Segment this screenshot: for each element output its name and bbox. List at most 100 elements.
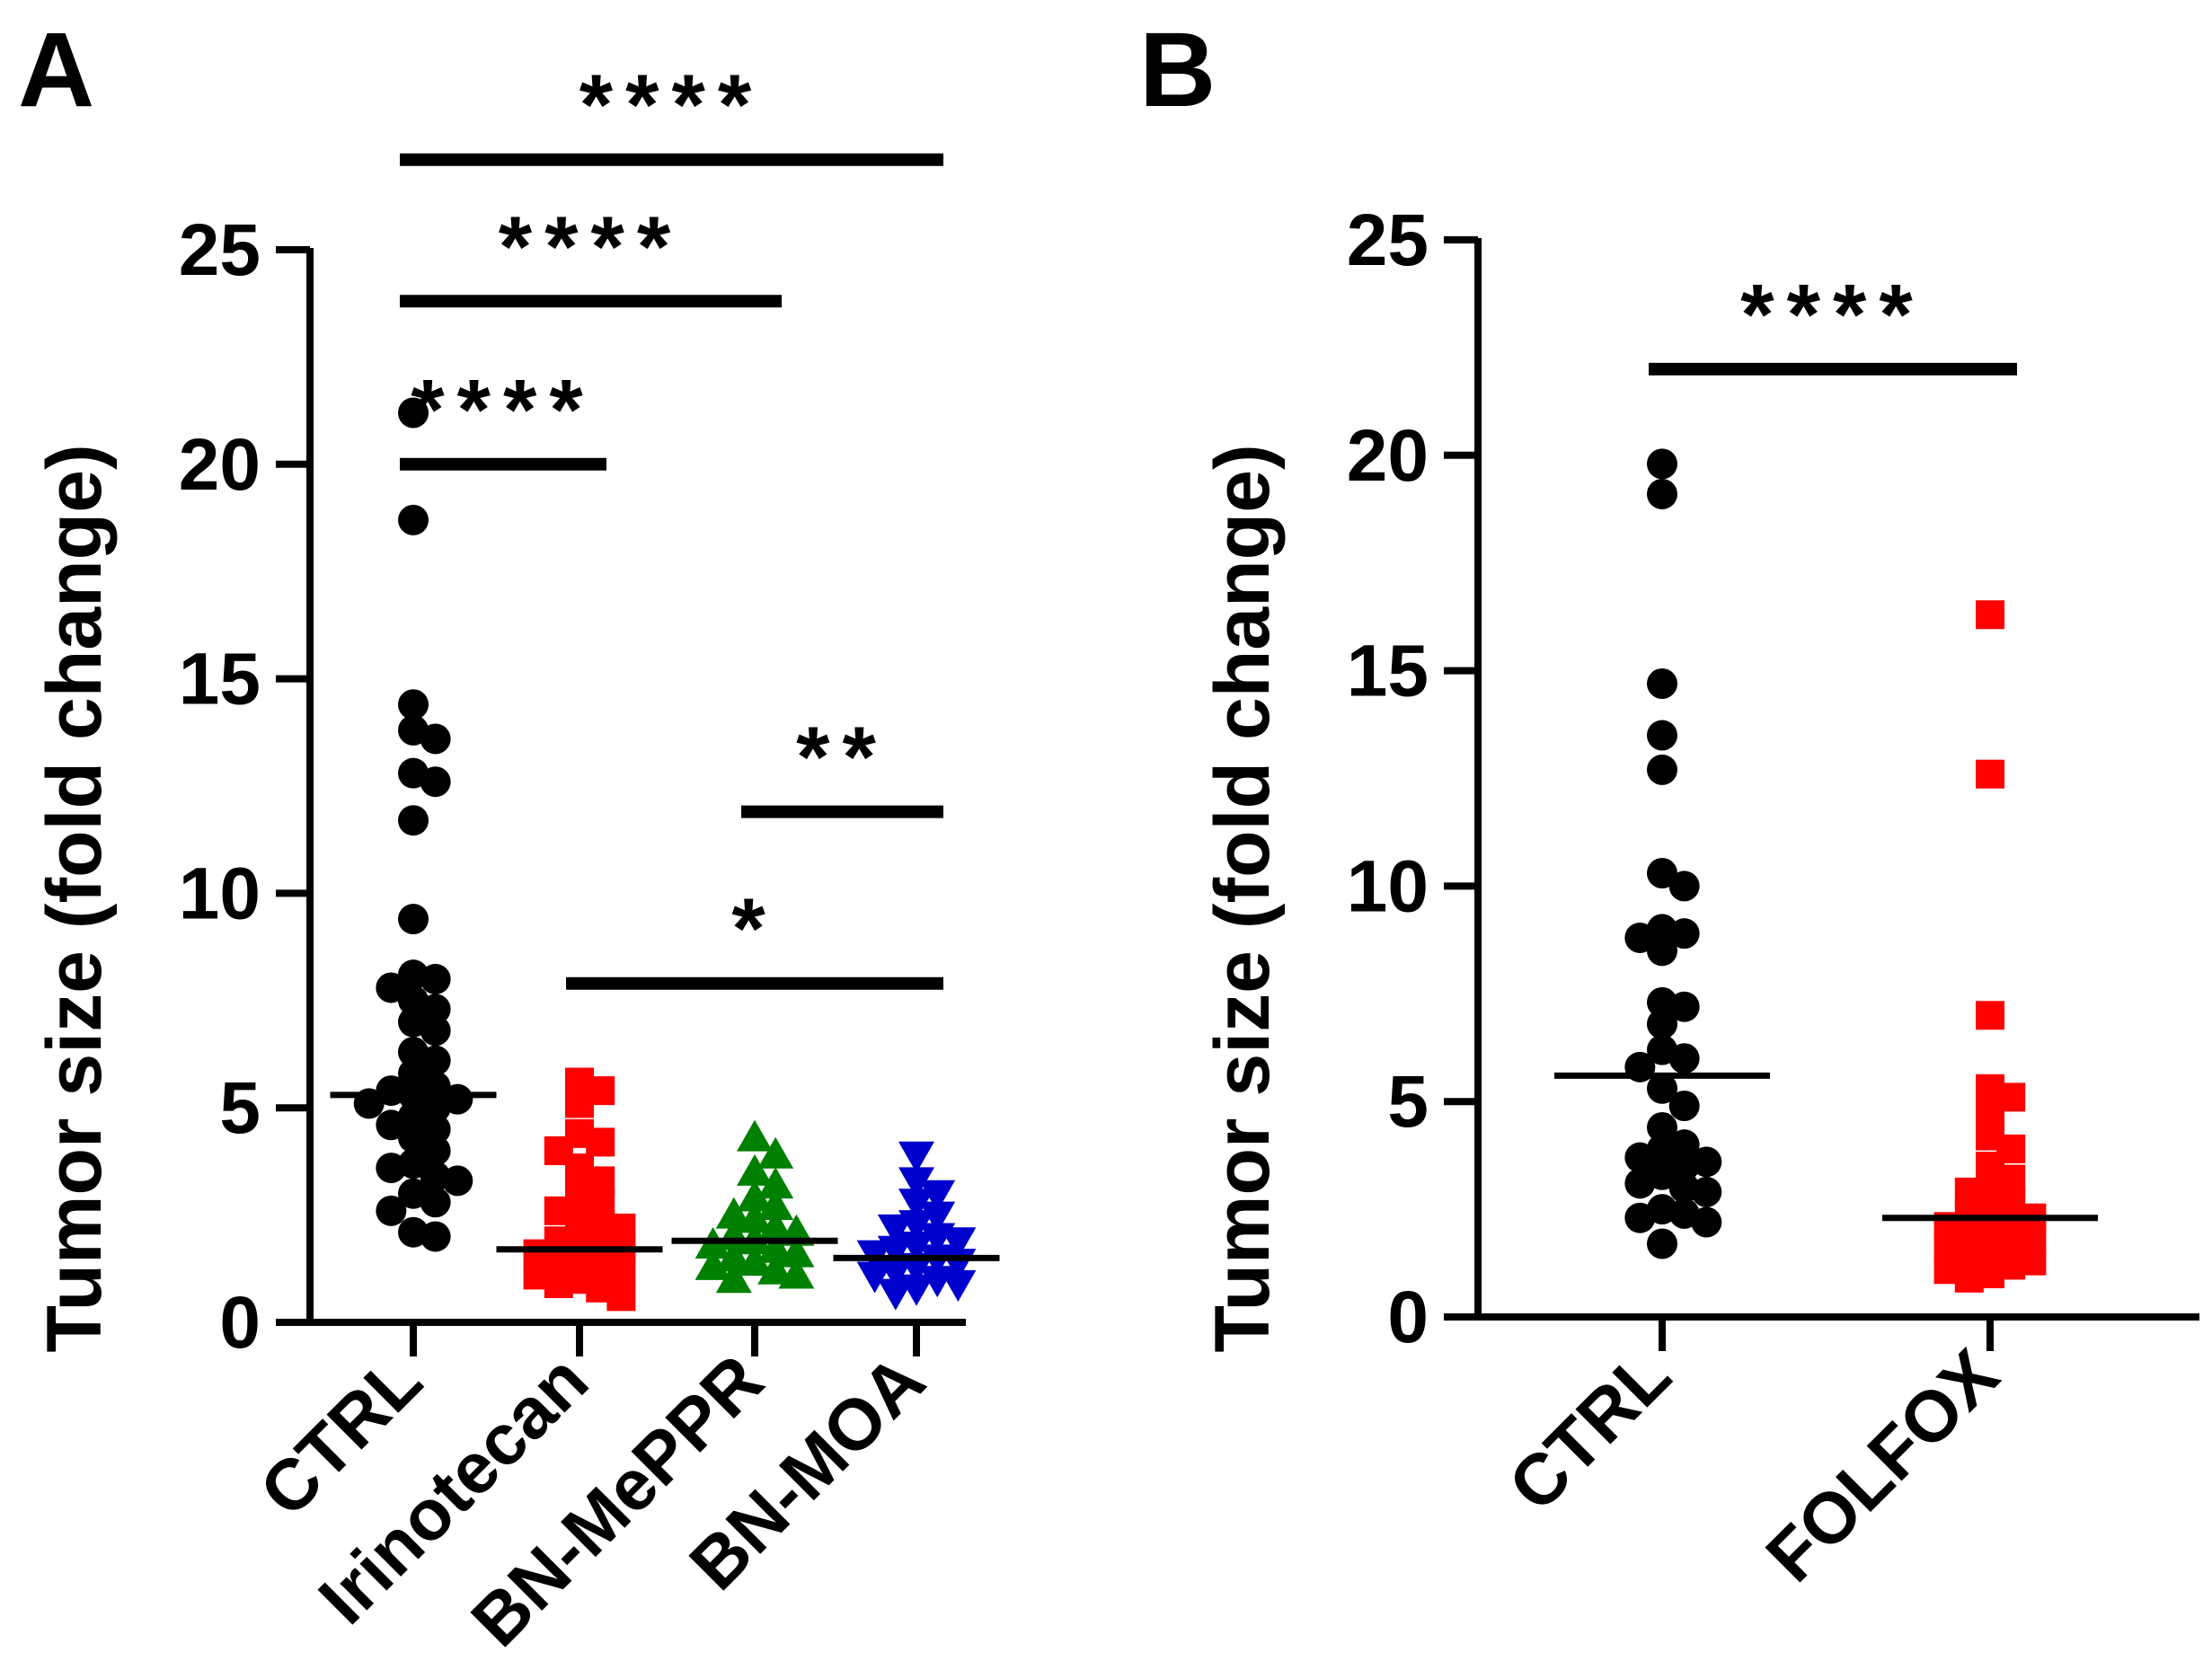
- data-point-folfox-1: [1976, 759, 2004, 789]
- data-point-ctrl-8: [398, 904, 429, 935]
- data-point-ctrl-12: [1668, 991, 1700, 1022]
- data-point-bn-meppr-18: [757, 1252, 794, 1285]
- data-point-ctrl-1: [398, 504, 429, 535]
- data-point-ctrl-15: [1668, 1043, 1700, 1074]
- data-point-irinotecan-4: [586, 1127, 615, 1157]
- data-point-ctrl-28: [1691, 1176, 1722, 1207]
- data-point-ctrl-26: [376, 1109, 407, 1141]
- y-tick-label-20: 20: [1347, 415, 1429, 497]
- data-point-bn-meppr-7: [737, 1201, 773, 1233]
- data-point-bn-meppr-19: [778, 1257, 815, 1289]
- data-point-ctrl-6: [420, 766, 451, 798]
- data-point-bn-meppr-1: [757, 1136, 794, 1169]
- data-point-ctrl-28: [398, 1122, 429, 1153]
- significance-label-2: ****: [499, 199, 683, 295]
- data-point-ctrl-3: [1647, 720, 1677, 751]
- data-point-ctrl-15: [420, 1015, 451, 1047]
- significance-label-4: *: [731, 881, 777, 977]
- y-tick-label-15: 15: [1347, 631, 1429, 712]
- significance-brackets-b: ****: [1649, 267, 2017, 376]
- y-tick-label-10: 10: [1347, 845, 1429, 927]
- data-point-ctrl-38: [420, 1221, 451, 1252]
- data-point-folfox-29: [1954, 1263, 1984, 1293]
- data-point-bn-meppr-4: [737, 1180, 773, 1212]
- data-point-bn-meppr-13: [757, 1231, 794, 1263]
- data-point-ctrl-10: [420, 963, 451, 994]
- data-point-bn-moa-6: [877, 1214, 914, 1246]
- data-point-ctrl-10: [1647, 935, 1677, 967]
- axes-b: 0 5 10 15 20 25: [1347, 199, 2199, 1358]
- data-point-bn-meppr-16: [737, 1244, 773, 1277]
- data-points-a: [353, 397, 977, 1312]
- data-point-ctrl-4: [1647, 754, 1677, 785]
- data-point-ctrl-2: [1647, 667, 1677, 699]
- data-point-ctrl-32: [1691, 1206, 1722, 1238]
- mean-lines-b: [1554, 1072, 2098, 1222]
- data-point-ctrl-13: [420, 994, 451, 1025]
- data-point-bn-moa-8: [940, 1227, 977, 1259]
- y-tick-label-25: 25: [179, 209, 261, 291]
- data-point-folfox-0: [1976, 600, 2004, 630]
- data-point-bn-meppr-8: [757, 1209, 794, 1241]
- y-axis-label-a: Tumor size (fold change): [31, 444, 118, 1352]
- data-point-ctrl-8: [1668, 918, 1700, 950]
- data-point-bn-moa-2: [919, 1180, 956, 1212]
- data-point-bn-meppr-3: [757, 1167, 794, 1199]
- data-point-ctrl-11: [376, 972, 407, 1003]
- data-point-ctrl-26: [1624, 1168, 1656, 1199]
- panel-letter-a: A: [18, 11, 94, 129]
- y-tick-label-10: 10: [179, 853, 261, 934]
- data-point-ctrl-29: [420, 1135, 451, 1166]
- axes-a: 0 5 10 15 20 25: [179, 209, 966, 1364]
- significance-label-1: ****: [411, 362, 595, 458]
- y-tick-label-0: 0: [1387, 1277, 1429, 1358]
- x-tick-labels-b: CTRL FOLFOX: [1493, 1334, 2013, 1596]
- data-point-ctrl-0: [1647, 448, 1677, 480]
- data-point-ctrl-4: [420, 723, 451, 755]
- data-point-ctrl-2: [398, 689, 429, 720]
- significance-label-1: ****: [1740, 267, 1924, 363]
- data-point-ctrl-22: [1624, 1142, 1656, 1173]
- mean-lines-a: [330, 1091, 1000, 1261]
- data-point-ctrl-31: [376, 1153, 407, 1184]
- y-tick-label-5: 5: [1387, 1061, 1429, 1143]
- x-tick-label-folfox: FOLFOX: [1751, 1334, 2013, 1596]
- data-point-irinotecan-2: [565, 1089, 594, 1118]
- data-point-ctrl-33: [1647, 1228, 1677, 1259]
- data-point-ctrl-9: [1624, 922, 1656, 953]
- data-point-ctrl-17: [1647, 1073, 1677, 1104]
- y-tick-label-20: 20: [179, 424, 261, 506]
- data-point-ctrl-1: [1647, 478, 1677, 509]
- y-tick-label-25: 25: [1347, 199, 1429, 281]
- data-point-bn-meppr-5: [757, 1188, 794, 1221]
- significance-label-5: **: [796, 710, 889, 806]
- data-point-folfox-5: [1976, 1095, 2004, 1125]
- x-tick-label-ctrl: CTRL: [1493, 1334, 1686, 1526]
- data-points-b: [1624, 448, 2047, 1293]
- data-point-bn-meppr-6: [715, 1197, 752, 1229]
- data-point-folfox-2: [1976, 1001, 2004, 1030]
- data-point-bn-meppr-20: [715, 1261, 752, 1294]
- data-point-irinotecan-25: [544, 1269, 573, 1299]
- data-point-ctrl-6: [1668, 870, 1700, 902]
- data-point-bn-moa-3: [898, 1188, 934, 1221]
- data-point-ctrl-0: [398, 397, 429, 429]
- data-point-ctrl-13: [1647, 1008, 1677, 1039]
- data-point-ctrl-36: [376, 1195, 407, 1226]
- data-point-bn-meppr-15: [715, 1240, 752, 1272]
- data-point-ctrl-33: [442, 1165, 473, 1197]
- data-point-bn-moa-1: [898, 1167, 934, 1199]
- y-tick-label-0: 0: [219, 1282, 261, 1364]
- data-point-bn-moa-0: [898, 1141, 934, 1173]
- data-point-bn-meppr-2: [737, 1153, 773, 1186]
- data-point-bn-moa-20: [877, 1278, 914, 1311]
- panel-b: B Tumor size (fold change) 0 5 10 15 20 25 **…: [1139, 11, 2199, 1596]
- panel-letter-b: B: [1139, 11, 1216, 129]
- data-point-bn-meppr-14: [778, 1235, 815, 1268]
- significance-brackets-a: ***************: [400, 57, 943, 990]
- data-point-bn-moa-18: [940, 1270, 977, 1303]
- data-point-bn-moa-4: [919, 1201, 956, 1233]
